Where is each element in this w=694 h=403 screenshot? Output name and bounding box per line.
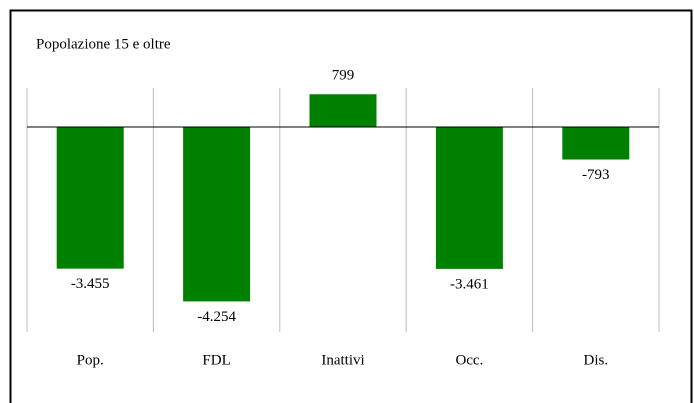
x-tick-label: Occ. <box>455 352 483 368</box>
bar <box>56 127 124 269</box>
bar <box>309 94 377 127</box>
frame <box>9 9 693 403</box>
x-tick-label: Pop. <box>77 352 104 368</box>
bar <box>183 127 251 302</box>
value-label: -3.461 <box>450 276 489 292</box>
value-label: 799 <box>332 68 355 84</box>
x-tick-label: Inattivi <box>321 352 364 368</box>
value-label: -3.455 <box>71 276 110 292</box>
bar <box>562 127 630 160</box>
value-label: -4.254 <box>197 309 236 325</box>
value-label: -793 <box>582 167 610 183</box>
bar <box>435 127 503 269</box>
chart-title: Popolazione 15 e oltre <box>36 36 171 52</box>
x-tick-label: FDL <box>202 352 230 368</box>
x-tick-label: Dis. <box>584 352 609 368</box>
